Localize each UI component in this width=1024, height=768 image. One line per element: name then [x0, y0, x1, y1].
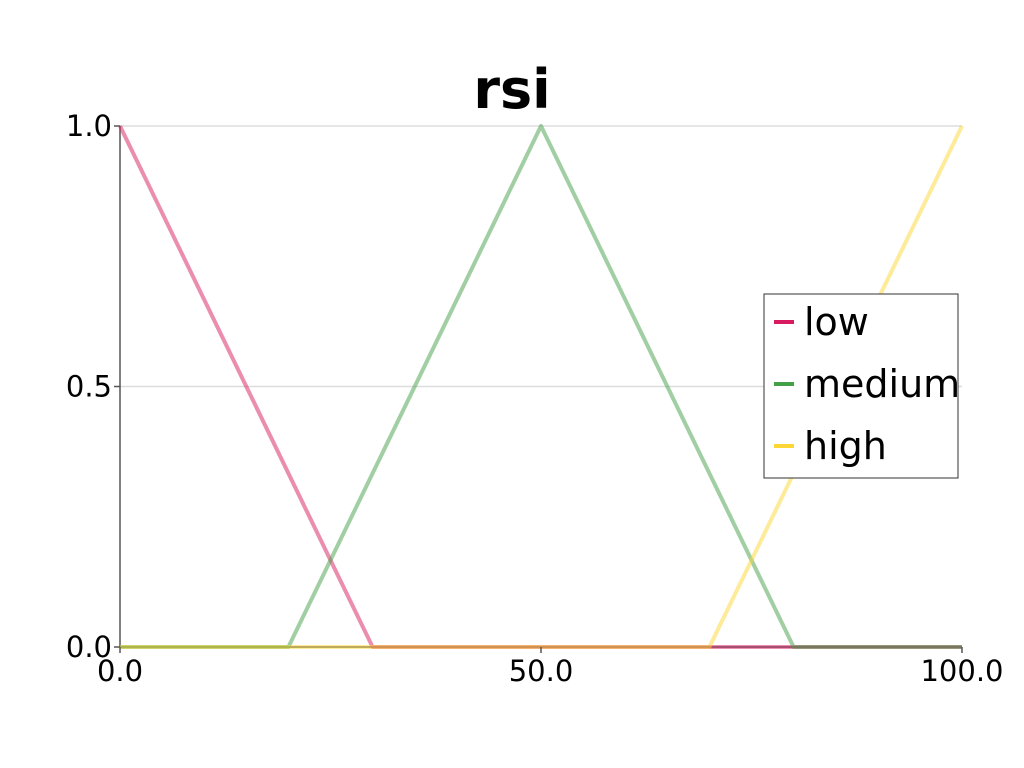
legend-label-medium: medium [804, 362, 960, 406]
y-tick-label-1: 0.5 [66, 370, 112, 404]
x-tick-label-1: 50.0 [509, 654, 574, 688]
y-tick-label-2: 1.0 [66, 109, 112, 143]
legend-label-low: low [804, 300, 869, 344]
chart-title: rsi [473, 58, 550, 121]
legend-label-high: high [804, 424, 887, 468]
legend-box [763, 293, 959, 479]
legend: low medium high [763, 293, 960, 479]
tick-labels: 0.0 0.5 1.0 0.0 50.0 100.0 [66, 109, 1004, 688]
x-tick-label-0: 0.0 [97, 654, 143, 688]
x-tick-label-2: 100.0 [920, 654, 1003, 688]
y-tick-label-0: 0.0 [66, 630, 112, 664]
